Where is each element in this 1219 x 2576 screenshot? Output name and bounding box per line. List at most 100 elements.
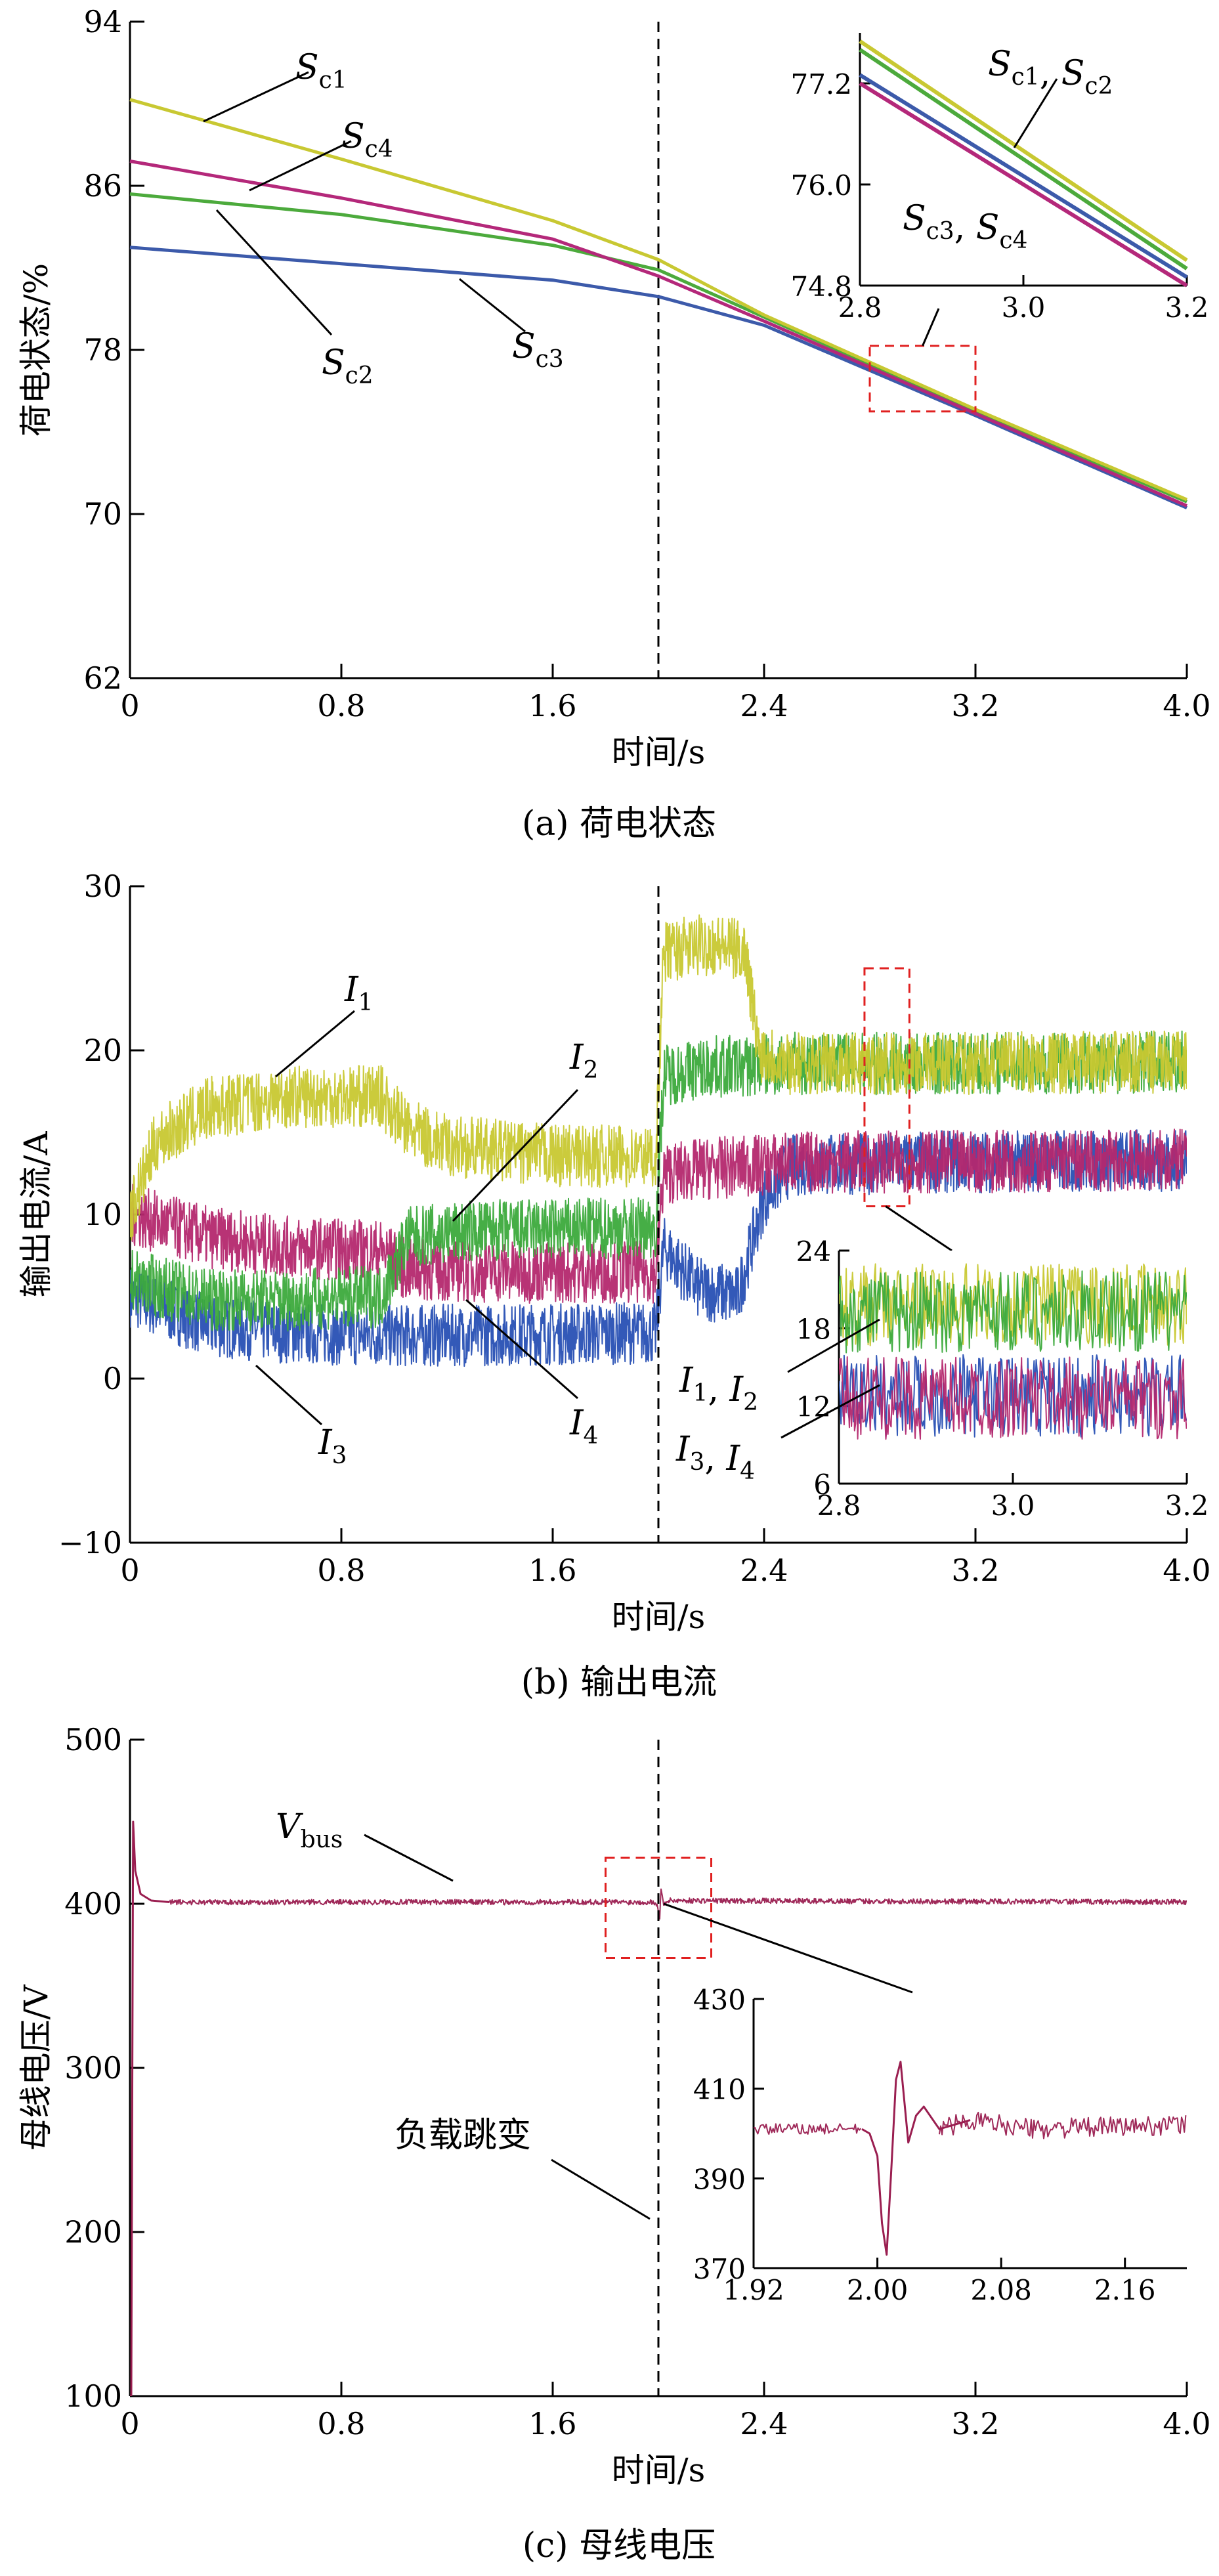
label-sub: 1 (358, 989, 374, 1016)
panel-caption: (a) 荷电状态 (522, 804, 716, 844)
series-label-S_c2: Sc2 (322, 343, 374, 389)
leader-line (249, 140, 352, 192)
x-tick-label: 3.2 (1165, 1490, 1209, 1522)
panel-c-bus-voltage: 0 0.8 1.6 2.4 3.2 4.0 100 200 300 400 500 Vbus 负载跳变 1… (17, 1722, 1211, 2565)
label-base: I (726, 1439, 741, 1478)
leader-line (215, 209, 333, 336)
x-tick-label: 0.8 (317, 1553, 365, 1588)
y-tick-label: 12 (796, 1391, 831, 1423)
leader-line (364, 1834, 454, 1882)
x-tick-label: 1.92 (723, 2274, 784, 2306)
x-tick-label: 3.2 (951, 688, 999, 723)
leader-line (465, 1299, 578, 1400)
leader-line (885, 1205, 952, 1252)
leader-line (787, 1318, 880, 1373)
series-label-V_bus: Vbus (276, 1807, 343, 1853)
label-base: I (318, 1423, 333, 1463)
inset-label-Sc1-Sc2: Sc1, Sc2 (988, 45, 1113, 100)
label-sub: c2 (1084, 73, 1113, 100)
y-tick-label: 20 (83, 1033, 122, 1068)
inset-series-line-S_c1 (859, 39, 1188, 262)
x-tick-label: 2.08 (970, 2274, 1032, 2306)
leader-line (781, 1384, 880, 1439)
leader-line (275, 1010, 355, 1078)
label-base: S (988, 45, 1012, 84)
leader-line (551, 2158, 651, 2220)
leader-line (663, 1902, 913, 1994)
series-label-S_c4: Sc4 (341, 117, 393, 163)
y-tick-label: 94 (83, 4, 122, 39)
series-label-I_2: I2 (569, 1038, 598, 1084)
x-axis-title: 时间/s (612, 1598, 706, 1636)
x-tick-label: 0.8 (317, 688, 365, 723)
x-tick-label: 4.0 (1163, 2406, 1210, 2441)
label-base: S (976, 208, 1000, 247)
y-tick-label: 78 (83, 332, 122, 368)
y-tick-label: 100 (64, 2378, 122, 2414)
x-tick-label: 0 (120, 1553, 139, 1588)
x-tick-label: 2.8 (817, 1490, 861, 1522)
x-tick-label: 3.0 (991, 1490, 1035, 1522)
series-line-S_c3 (129, 246, 1188, 509)
label-sub: 2 (584, 1057, 599, 1084)
label-sep: , (708, 1370, 729, 1409)
x-tick-label: 2.00 (847, 2274, 909, 2306)
x-tick-label: 2.4 (740, 2406, 788, 2441)
inset-series-line-S_c3 (859, 73, 1188, 279)
label-base: I (569, 1404, 584, 1443)
y-tick-label: 200 (64, 2214, 122, 2250)
panel-a-soc: 0 0.8 1.6 2.4 3.2 4.06270788694Sc1Sc4Sc2Sc32.… (17, 4, 1211, 844)
y-tick-label: 74.8 (790, 270, 852, 303)
x-tick-label: 0 (120, 688, 139, 723)
y-tick-label: 10 (83, 1197, 122, 1232)
series-line-S_c4 (129, 160, 1188, 507)
x-tick-label: 0 (120, 2406, 139, 2441)
inset-band-post (938, 2111, 1187, 2139)
label-sub: 2 (743, 1389, 758, 1416)
label-sub: c2 (345, 362, 374, 389)
zoom-box (605, 1857, 712, 1959)
inset-c: 1.92 2.00 2.08 2.16 370 390 410 430 (693, 1984, 1187, 2306)
label-sub: c3 (536, 346, 564, 373)
label-base: S (341, 117, 365, 156)
inset-series-line-S_c4 (859, 81, 1188, 288)
y-tick-label: 0 (103, 1361, 122, 1396)
label-base: I (344, 970, 359, 1010)
label-sub: 4 (584, 1423, 599, 1449)
label-sub: c1 (1012, 64, 1040, 91)
x-tick-label: 4.0 (1163, 1553, 1210, 1588)
y-tick-label: 370 (693, 2253, 746, 2285)
x-tick-label: 1.6 (528, 1553, 576, 1588)
y-tick-label: 24 (796, 1235, 831, 1268)
x-tick-label: 4.0 (1163, 688, 1210, 723)
y-tick-label: 86 (83, 168, 122, 204)
x-tick-label: 1.6 (528, 2406, 576, 2441)
label-sub: 3 (690, 1449, 705, 1476)
label-base: V (276, 1807, 303, 1847)
series-label-S_c3: Sc3 (512, 327, 564, 373)
label-sub: 4 (740, 1458, 755, 1485)
x-axis-title: 时间/s (612, 2451, 706, 2489)
label-sub: bus (301, 1826, 343, 1853)
y-tick-label: 62 (83, 660, 122, 696)
leader-line (452, 1088, 579, 1222)
inset-label-I1-I2: I1, I2 (679, 1361, 758, 1416)
y-tick-label: 430 (693, 1984, 746, 2016)
inset-band-pre (754, 2123, 862, 2135)
panel-caption: (c) 母线电压 (523, 2526, 716, 2565)
label-base: S (1061, 54, 1085, 93)
y-tick-label: 30 (83, 869, 122, 904)
x-tick-label: 3.0 (1002, 291, 1046, 324)
y-tick-label: 390 (693, 2163, 746, 2195)
label-base: I (729, 1370, 744, 1409)
x-tick-label: 2.4 (740, 688, 788, 723)
series-band-V_bus (169, 1888, 1187, 1920)
label-base: I (675, 1430, 691, 1469)
x-tick-label: 3.2 (951, 2406, 999, 2441)
y-tick-label: 410 (693, 2074, 746, 2106)
y-axis-title: 输出电流/A (17, 1131, 55, 1298)
x-tick-label: 2.4 (740, 1553, 788, 1588)
inset-bg (754, 1999, 1187, 2268)
